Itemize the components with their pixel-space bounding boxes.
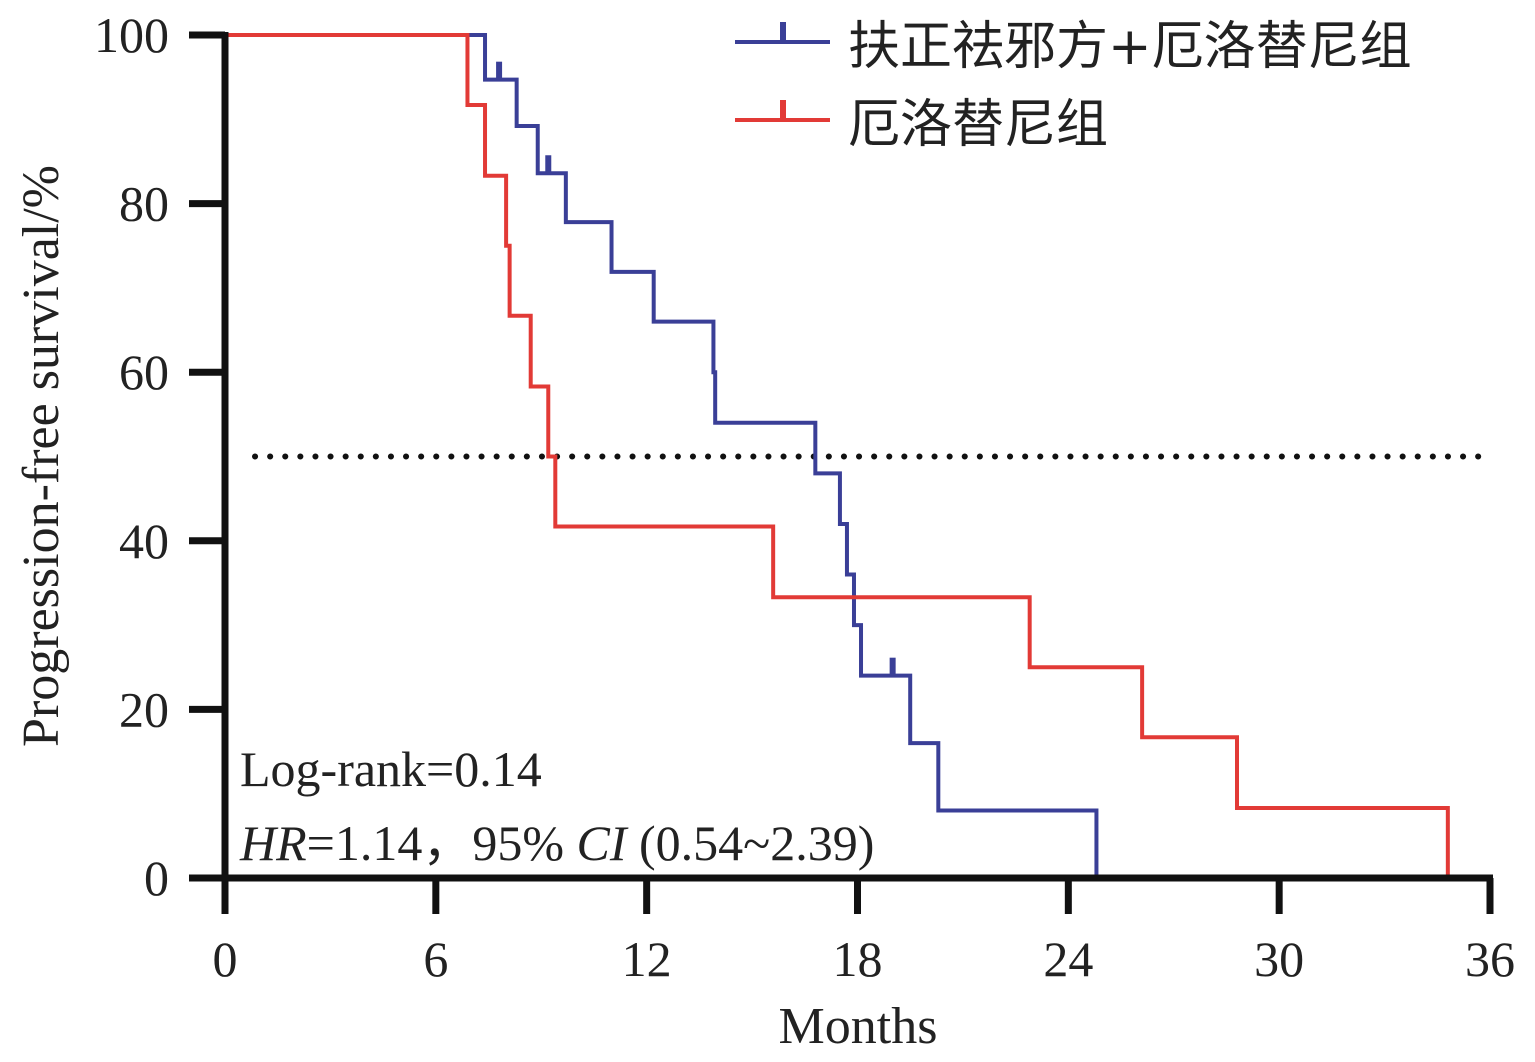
hr-value: =1.14，95% bbox=[307, 815, 577, 871]
ci-label: CI bbox=[577, 815, 629, 871]
y-tick-label: 100 bbox=[94, 7, 169, 63]
x-tick-label: 36 bbox=[1465, 931, 1515, 987]
x-tick-label: 30 bbox=[1254, 931, 1304, 987]
y-tick-label: 40 bbox=[119, 513, 169, 569]
y-tick-label: 80 bbox=[119, 176, 169, 232]
y-tick-label: 60 bbox=[119, 344, 169, 400]
x-tick-label: 18 bbox=[833, 931, 883, 987]
x-tick-label: 6 bbox=[423, 931, 448, 987]
legend-label-erlotinib: 厄洛替尼组 bbox=[848, 95, 1108, 155]
series-line-1 bbox=[225, 33, 1450, 878]
y-tick-label: 20 bbox=[119, 681, 169, 737]
x-tick-label: 24 bbox=[1043, 931, 1093, 987]
x-tick-label: 12 bbox=[622, 931, 672, 987]
x-axis-title: Months bbox=[779, 998, 938, 1055]
ci-value: (0.54~2.39) bbox=[627, 815, 875, 871]
y-tick-label: 0 bbox=[144, 850, 169, 906]
series-layer bbox=[225, 33, 1450, 878]
ticks: 0 6 12 18 24 30 36 0 20 40 60 80 100 bbox=[94, 7, 1515, 987]
hr-annotation: HR=1.14，95% CI (0.54~2.39) bbox=[239, 815, 874, 871]
y-axis-title: Progression-free survival/% bbox=[13, 165, 70, 747]
x-tick-label: 0 bbox=[213, 931, 238, 987]
legend: 扶正祛邪方+厄洛替尼组 厄洛替尼组 bbox=[735, 17, 1412, 155]
logrank-annotation: Log-rank=0.14 bbox=[240, 741, 542, 797]
legend-label-combo: 扶正祛邪方+厄洛替尼组 bbox=[848, 17, 1412, 77]
hr-label: HR bbox=[239, 815, 307, 871]
